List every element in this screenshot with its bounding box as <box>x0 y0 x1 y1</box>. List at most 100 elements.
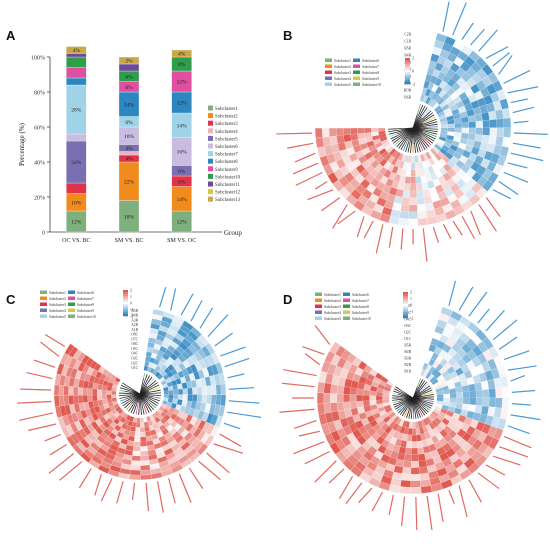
colorbar-tick-label: 0 <box>412 70 414 74</box>
heatmap-cell <box>421 486 432 494</box>
heatmap-cell <box>350 401 357 408</box>
feature-label-mark <box>224 423 240 428</box>
heatmap-cell <box>481 381 489 390</box>
bar-data-label: 10% <box>71 200 82 206</box>
dendrogram-branch <box>411 412 412 419</box>
bar-data-label: 12% <box>177 80 188 86</box>
feature-label-mark <box>513 143 541 148</box>
heatmap-cell <box>371 128 378 132</box>
dendrogram <box>119 374 161 415</box>
y-tick-label: 80% <box>34 91 45 97</box>
ring-label: O5C <box>131 347 138 351</box>
heatmap-cell <box>419 460 427 467</box>
heatmap-cell <box>443 398 450 402</box>
feature-label-mark <box>220 347 245 356</box>
heatmap-cell <box>391 209 401 217</box>
feature-label-mark <box>28 424 56 430</box>
ring-label: A1B <box>131 328 138 332</box>
heatmap-cell <box>211 385 216 395</box>
legend-label: Subcluster4 <box>215 130 238 135</box>
colorbar-cell <box>403 306 408 308</box>
heatmap-cell <box>92 395 97 401</box>
heatmap-cell <box>394 466 403 474</box>
legend-swatch <box>315 311 322 315</box>
heatmap-cell <box>502 137 510 147</box>
panel-d-circular-heatmap: D B1BB2BB3BB4BB5BO1CO2CO3CO4CO5CO6CSubcl… <box>275 272 550 542</box>
dendrogram-branch <box>121 399 130 403</box>
feature-label-mark <box>346 483 362 504</box>
dendrogram-branch <box>409 414 410 419</box>
heatmap-cell <box>411 170 416 177</box>
legend-label: Subcluster10 <box>352 317 371 321</box>
y-tick-label: 40% <box>34 161 45 167</box>
legend-label: Subcluster12 <box>215 191 241 196</box>
heatmap-cell <box>412 441 418 448</box>
heatmap-cell <box>316 137 324 147</box>
heatmap-cell <box>337 402 344 411</box>
feature-label-mark <box>315 325 330 344</box>
heatmap-cell <box>140 437 146 442</box>
legend-label: Subcluster1 <box>334 59 351 63</box>
heatmap-cell <box>475 405 482 413</box>
colorbar-cell <box>405 76 410 78</box>
heatmap-cell <box>495 110 503 120</box>
heatmap-cell <box>343 386 350 394</box>
heatmap-cell <box>495 388 502 398</box>
feature-label-mark <box>333 205 348 229</box>
feature-label-mark <box>228 374 245 378</box>
heatmap-cell <box>98 400 104 406</box>
heatmap-cell <box>490 119 497 127</box>
dendrogram-branch <box>149 377 152 381</box>
heatmap-cell <box>463 392 470 398</box>
dendrogram <box>392 378 434 419</box>
heatmap-cell <box>476 398 483 406</box>
bar-data-label: 4% <box>125 146 133 152</box>
dendrogram-branch <box>423 407 428 412</box>
colorbar-cell <box>123 296 128 298</box>
dendrogram-branch <box>426 127 438 128</box>
feature-label-mark <box>499 447 528 457</box>
feature-label-mark <box>227 412 261 417</box>
panel-d-letter: D <box>283 292 292 307</box>
stacked-bar-chart-svg: 020%40%60%80%100%Percentage (%)Group12%1… <box>0 0 275 270</box>
heatmap-cell <box>363 401 370 407</box>
heatmap-cell <box>476 128 483 135</box>
feature-label-mark <box>376 224 383 253</box>
heatmap-cell <box>411 481 421 488</box>
feature-label-mark <box>305 354 319 365</box>
legend-swatch <box>315 293 322 297</box>
heatmap-cell <box>468 404 475 412</box>
heatmap-cell <box>409 205 417 212</box>
heatmap-cell <box>410 177 415 184</box>
bar-segment <box>66 134 86 141</box>
dendrogram-branch <box>146 374 148 378</box>
heatmap-cell <box>59 385 64 395</box>
legend-label: Subcluster10 <box>362 83 381 87</box>
heatmap-cell <box>323 137 331 147</box>
feature-label-mark <box>225 358 250 366</box>
feature-label-mark <box>208 315 228 337</box>
legend-swatch <box>353 71 360 75</box>
dendrogram-branch <box>393 401 399 402</box>
feature-label-mark <box>512 404 531 405</box>
ring-label: O3C <box>131 357 138 361</box>
legend-label: Subcluster2 <box>334 65 351 69</box>
heatmap-cell <box>469 398 476 405</box>
ring-label: C1B <box>404 40 411 44</box>
bar-data-label: 6% <box>178 179 186 185</box>
heatmap-cell <box>132 456 140 461</box>
heatmap-cell <box>97 395 102 401</box>
feature-label-mark <box>283 370 316 376</box>
feature-label-mark <box>493 456 520 465</box>
colorbar-cell <box>403 304 408 306</box>
ring-label: A2B <box>131 323 138 327</box>
heatmap-cell <box>146 436 153 442</box>
heatmap-cell <box>401 474 410 481</box>
colorbar-tick-label: 0 <box>410 304 412 308</box>
dendrogram-branch <box>417 378 420 386</box>
feature-label-mark <box>229 401 260 403</box>
legend-swatch <box>343 299 350 303</box>
feature-label-mark <box>160 287 166 307</box>
heatmap-cell <box>164 391 169 395</box>
heatmap-cell <box>83 381 89 389</box>
